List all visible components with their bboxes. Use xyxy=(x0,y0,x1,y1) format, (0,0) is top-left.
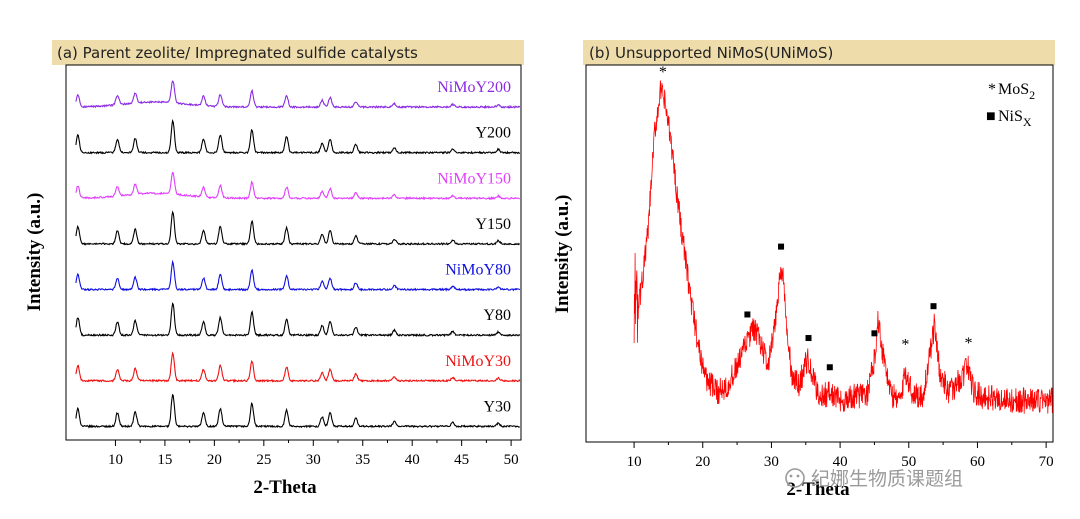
panel-b-x-axis: 10 20 30 40 50 60 70 xyxy=(627,442,1054,470)
nisx-peak-marker xyxy=(778,243,785,250)
wechat-icon-eye-left xyxy=(789,474,793,478)
series-line-y200 xyxy=(75,118,521,155)
panel-a-x-tick-label: 15 xyxy=(157,452,172,468)
series-label-nimoy200: NiMoY200 xyxy=(437,79,511,96)
panel-a-x-tick-label: 35 xyxy=(355,452,370,468)
series-label-y150: Y150 xyxy=(475,216,511,233)
panel-a-x-axis-title: 2-Theta xyxy=(253,477,317,498)
panel-b-x-tick-label: 30 xyxy=(764,454,779,470)
series-line-nimoy80 xyxy=(75,259,521,292)
legend-nisx-symbol: ■ xyxy=(986,108,996,125)
panel-a: (a) Parent zeolite/ Impregnated sulfide … xyxy=(24,40,524,498)
panel-b-x-tick-label: 70 xyxy=(1039,454,1054,470)
series-label-y30: Y30 xyxy=(483,398,511,415)
panel-a-x-tick-label: 40 xyxy=(405,452,420,468)
panel-a-x-tick-label: 25 xyxy=(256,452,271,468)
wechat-icon xyxy=(785,468,805,488)
series-line-unimos xyxy=(633,80,1053,414)
panel-a-y-axis-title: Intensity (a.u.) xyxy=(24,193,45,312)
panel-a-title: (a) Parent zeolite/ Impregnated sulfide … xyxy=(57,44,418,62)
panel-a-x-tick-label: 50 xyxy=(504,452,519,468)
series-label-y200: Y200 xyxy=(475,125,511,142)
legend-nisx-subscript: X xyxy=(1023,115,1032,129)
mos2-peak-marker: * xyxy=(659,64,667,81)
series-label-y80: Y80 xyxy=(483,307,511,324)
panel-a-x-tick-label: 10 xyxy=(108,452,123,468)
panel-b-x-tick-label: 40 xyxy=(833,454,848,470)
panel-b-header xyxy=(583,40,1055,65)
panel-b-title: (b) Unsupported NiMoS(UNiMoS) xyxy=(589,44,833,62)
panel-b-x-tick-label: 10 xyxy=(627,454,642,470)
panel-a-series-group xyxy=(75,80,521,429)
panel-b-x-tick-label: 20 xyxy=(695,454,710,470)
panel-b-series-group xyxy=(633,80,1053,414)
panel-a-x-tick-label: 20 xyxy=(207,452,222,468)
panel-b-plot-frame xyxy=(585,64,1054,443)
series-line-nimoy30 xyxy=(75,351,521,383)
nisx-peak-marker xyxy=(826,364,833,371)
wechat-icon-eye-right xyxy=(796,474,800,478)
watermark: 纪娜生物质课题组 xyxy=(785,468,963,490)
series-line-y30 xyxy=(75,393,520,429)
series-label-nimoy30: NiMoY30 xyxy=(445,353,511,370)
panel-a-plot-frame xyxy=(65,64,522,441)
legend-nisx-base: NiS xyxy=(998,108,1023,125)
panel-b-peak-markers: * * * xyxy=(659,64,973,371)
panel-a-x-tick-label: 30 xyxy=(306,452,321,468)
series-label-nimoy150: NiMoY150 xyxy=(437,170,511,187)
mos2-peak-marker: * xyxy=(965,335,973,352)
legend-mos2-symbol: * xyxy=(988,81,996,98)
panel-b-x-tick-label: 60 xyxy=(970,454,985,470)
panel-b-x-tick-label: 50 xyxy=(901,454,916,470)
nisx-peak-marker xyxy=(871,330,878,337)
nisx-peak-marker xyxy=(930,303,937,310)
panel-a-x-axis: 10 15 20 25 30 35 40 45 50 xyxy=(108,440,519,468)
series-line-y150 xyxy=(75,210,520,246)
watermark-text: 纪娜生物质课题组 xyxy=(811,468,963,490)
legend-mos2-base: MoS xyxy=(998,81,1029,98)
series-line-y80 xyxy=(75,302,521,338)
panel-b: (b) Unsupported NiMoS(UNiMoS) 10 20 30 40 50… xyxy=(552,40,1055,500)
legend-mos2-subscript: 2 xyxy=(1029,88,1035,102)
panel-a-x-tick-label: 45 xyxy=(454,452,469,468)
series-line-nimoy150 xyxy=(75,171,520,201)
nisx-peak-marker xyxy=(744,311,751,318)
mos2-peak-marker: * xyxy=(901,337,909,354)
panel-b-legend: * MoS2 ■ NiSX xyxy=(986,81,1035,129)
legend-nisx-label: NiSX xyxy=(998,108,1032,129)
nisx-peak-marker xyxy=(805,335,812,342)
legend-mos2-label: MoS2 xyxy=(998,81,1035,102)
panel-a-series-labels: NiMoY200 Y200 NiMoY150 Y150 NiMoY80 Y80 NiMoY3… xyxy=(437,79,511,415)
panel-a-header xyxy=(52,40,524,65)
panel-b-y-axis-title: Intensity (a.u.) xyxy=(552,195,573,314)
series-label-nimoy80: NiMoY80 xyxy=(445,262,511,279)
series-line-nimoy200 xyxy=(75,80,521,110)
